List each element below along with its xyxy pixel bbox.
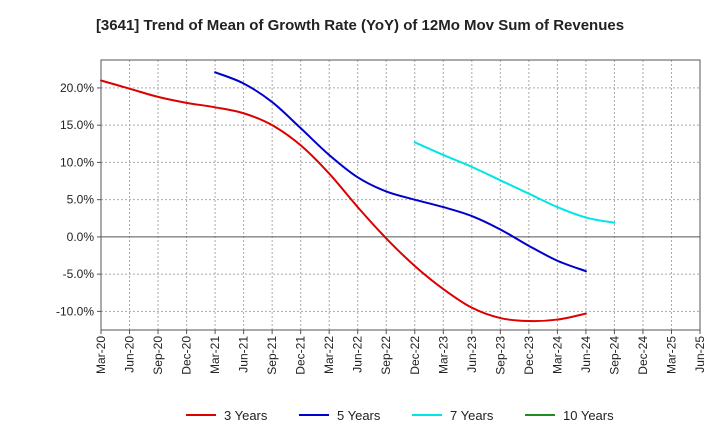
x-tick-label: Dec-24 xyxy=(636,336,650,375)
x-tick-label: Dec-20 xyxy=(180,336,194,375)
y-tick-label: 20.0% xyxy=(60,81,94,95)
chart-title: [3641] Trend of Mean of Growth Rate (YoY… xyxy=(96,17,624,34)
x-tick-label: Jun-20 xyxy=(123,336,137,373)
x-tick-label: Sep-20 xyxy=(151,336,165,375)
y-tick-label: 15.0% xyxy=(60,118,94,132)
series-line-7-years xyxy=(413,141,616,224)
series-line-3-years xyxy=(100,79,587,323)
plot-frame xyxy=(100,59,701,331)
legend-item: 10 Years xyxy=(525,408,614,423)
y-tick-label: 0.0% xyxy=(67,230,95,244)
legend-label: 10 Years xyxy=(563,408,614,423)
legend-label: 5 Years xyxy=(337,408,381,423)
x-tick-label: Jun-21 xyxy=(237,336,251,373)
legend-item: 7 Years xyxy=(412,408,494,423)
legend: 3 Years 5 Years 7 Years 10 Years xyxy=(186,408,614,423)
x-tick-label: Sep-24 xyxy=(607,336,621,375)
y-tick-label: 10.0% xyxy=(60,155,94,169)
series-lines xyxy=(100,71,616,323)
x-tick-label: Mar-23 xyxy=(436,336,450,374)
x-tick-label: Sep-23 xyxy=(493,336,507,375)
x-tick-label: Mar-21 xyxy=(208,336,222,374)
x-tick-label: Mar-20 xyxy=(94,336,108,374)
x-tick-label: Dec-21 xyxy=(294,336,308,375)
legend-label: 3 Years xyxy=(224,408,268,423)
x-axis-ticks: Mar-20 Jun-20 Sep-20 Dec-20 Mar-21 Jun-21 Sep-… xyxy=(94,330,707,375)
y-tick-label: 5.0% xyxy=(67,193,95,207)
x-tick-label: Mar-22 xyxy=(322,336,336,374)
x-tick-label: Dec-23 xyxy=(522,336,536,375)
x-tick-label: Jun-24 xyxy=(579,336,593,373)
x-tick-label: Jun-23 xyxy=(465,336,479,373)
x-tick-label: Jun-25 xyxy=(693,336,707,373)
x-tick-label: Sep-21 xyxy=(265,336,279,375)
legend-item: 3 Years xyxy=(186,408,268,423)
x-tick-label: Dec-22 xyxy=(408,336,422,375)
series-line-5-years xyxy=(214,71,587,273)
x-tick-label: Jun-22 xyxy=(351,336,365,373)
legend-label: 7 Years xyxy=(450,408,494,423)
x-tick-label: Mar-25 xyxy=(664,336,678,374)
y-axis-ticks: -10.0% -5.0% 0.0% 5.0% 10.0% 15.0% 20.0% xyxy=(56,81,101,318)
x-tick-label: Sep-22 xyxy=(379,336,393,375)
y-tick-label: -10.0% xyxy=(56,304,94,318)
grid xyxy=(101,60,700,330)
y-tick-label: -5.0% xyxy=(63,267,95,281)
x-tick-label: Mar-24 xyxy=(550,336,564,374)
legend-item: 5 Years xyxy=(299,408,381,423)
